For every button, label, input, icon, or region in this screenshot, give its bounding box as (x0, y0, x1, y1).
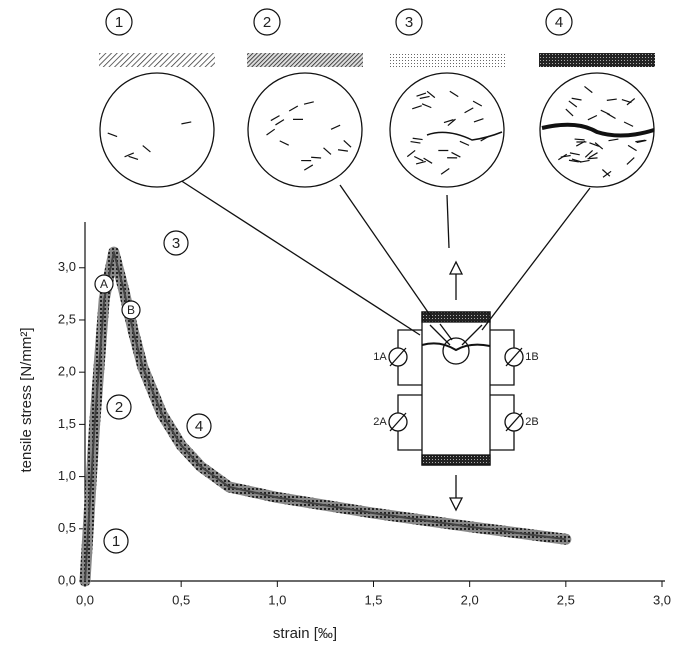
stage-bar (539, 53, 655, 67)
stress-strain-band (85, 252, 566, 581)
y-axis-label: tensile stress [N/mm²] (18, 327, 35, 472)
specimen-diagram (180, 180, 590, 510)
stage-label: 4 (555, 14, 563, 31)
gauge-label: 1B (525, 351, 538, 363)
x-tick-label: 0,5 (172, 592, 190, 607)
annotation: A (100, 277, 108, 291)
annotation: 1 (112, 533, 120, 550)
x-tick-label: 0,0 (76, 592, 94, 607)
annotation: 3 (172, 235, 180, 252)
annotation: B (127, 303, 135, 317)
stage-view (100, 73, 214, 187)
y-tick-label: 2,5 (58, 311, 76, 326)
stage-label: 1 (115, 14, 123, 31)
stage-label: 2 (263, 14, 271, 31)
stage-bar (389, 53, 505, 67)
gauge-label: 1A (373, 351, 387, 363)
axes (85, 222, 665, 581)
annotation: 2 (115, 399, 123, 416)
stage-bar (247, 53, 363, 67)
x-axis-label: strain [‰] (273, 625, 337, 642)
annotation: 4 (195, 418, 203, 435)
y-tick-label: 1,0 (58, 468, 76, 483)
microcrack (575, 139, 585, 140)
microcrack (311, 157, 321, 158)
y-tick-label: 0,0 (58, 572, 76, 587)
gauge-label: 2A (373, 416, 387, 428)
x-tick-label: 2,0 (461, 592, 479, 607)
x-tick-label: 3,0 (653, 592, 671, 607)
stage-bar (99, 53, 215, 67)
stage-illustrations (99, 53, 655, 187)
y-tick-label: 0,5 (58, 520, 76, 535)
x-tick-label: 2,5 (557, 592, 575, 607)
x-tick-label: 1,0 (268, 592, 286, 607)
gauge-label: 2B (525, 416, 538, 428)
y-tick-label: 2,0 (58, 364, 76, 379)
x-tick-label: 1,5 (364, 592, 382, 607)
y-tick-label: 3,0 (58, 259, 76, 274)
stage-label: 3 (405, 14, 413, 31)
y-tick-label: 1,5 (58, 416, 76, 431)
